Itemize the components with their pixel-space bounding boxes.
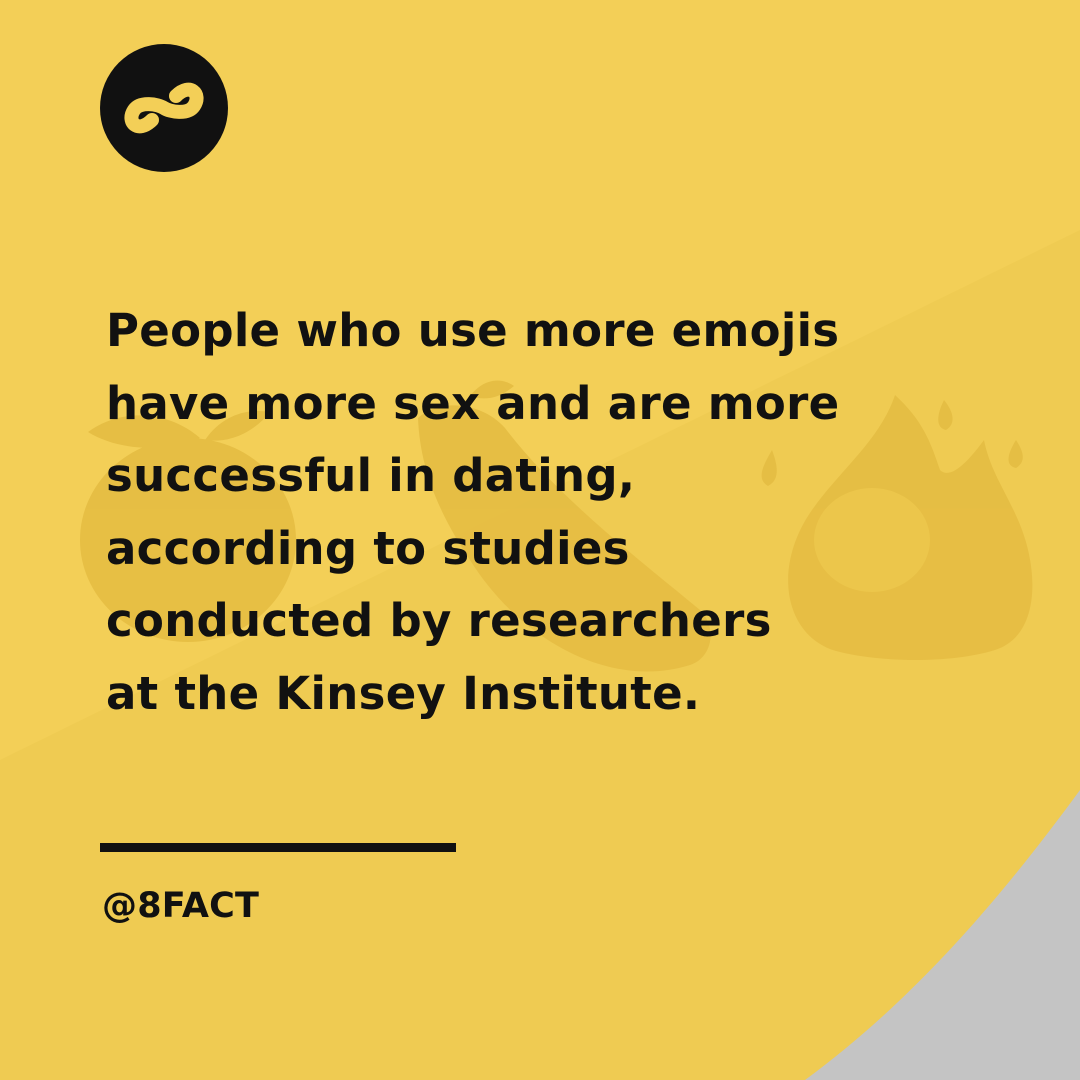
fact-line-1: People who use more emojis	[106, 304, 840, 357]
peach-emoji	[80, 410, 296, 642]
background-shade	[0, 230, 1080, 1080]
fact-line-3: successful in dating,	[106, 449, 636, 502]
fact-line-4: according to studies	[106, 521, 630, 575]
divider-bar	[100, 843, 456, 852]
account-handle: @8FACT	[102, 886, 260, 926]
fire-emoji-core	[814, 488, 930, 592]
fact-line-6: at the Kinsey Institute.	[106, 666, 701, 720]
fact-line-2: have more sex and are more	[106, 376, 840, 430]
fact-text: People who use more emojis have more sex…	[106, 295, 946, 730]
fact-line-5: conducted by researchers	[106, 594, 772, 647]
eggplant-emoji	[418, 380, 711, 672]
background-corner	[805, 790, 1080, 1080]
logo-glyph	[124, 82, 204, 134]
figure-eight-icon	[100, 44, 228, 172]
